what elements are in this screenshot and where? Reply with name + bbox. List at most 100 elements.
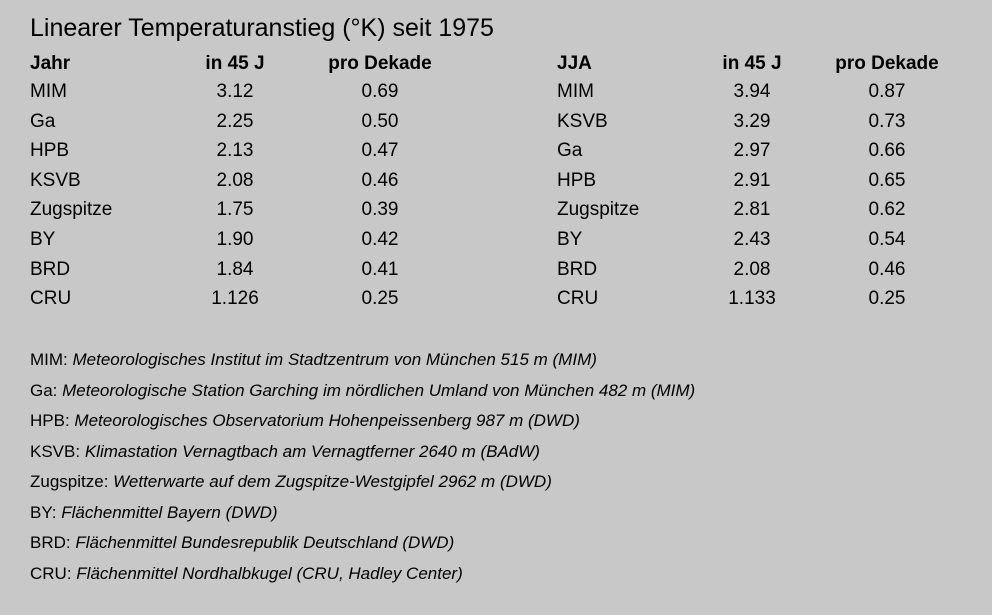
increase-per-decade: 0.46	[868, 258, 906, 280]
increase-45-years: 2.08	[216, 169, 254, 191]
increase-per-decade: 0.54	[868, 228, 906, 250]
station-name: BRD	[30, 258, 71, 280]
increase-45-years: 2.08	[733, 258, 771, 280]
column-header: pro Dekade	[328, 53, 432, 74]
station-name: HPB	[30, 140, 70, 162]
legend-key: BY:	[30, 502, 57, 522]
table-row: KSVB 2.08 0.46	[30, 166, 470, 196]
increase-45-years: 1.84	[216, 258, 254, 280]
station-name: CRU	[557, 288, 599, 310]
legend-description: Flächenmittel Nordhalbkugel (CRU, Hadley…	[76, 563, 463, 583]
legend-item: BY: Flächenmittel Bayern (DWD)	[30, 498, 970, 529]
increase-per-decade: 0.62	[868, 199, 906, 221]
increase-45-years: 2.43	[733, 228, 771, 250]
legend-description: Meteorologisches Institut im Stadtzentru…	[72, 350, 597, 369]
increase-per-decade: 0.25	[361, 288, 399, 310]
legend-item: MIM: Meteorologisches Institut im Stadtz…	[30, 345, 970, 376]
station-name: CRU	[30, 288, 72, 310]
increase-45-years: 2.97	[733, 140, 771, 162]
legend-key: BRD:	[30, 533, 71, 552]
table-row: Zugspitze 1.75 0.39	[30, 195, 470, 225]
table-row: Zugspitze 2.81 0.62	[557, 195, 977, 225]
increase-per-decade: 0.73	[868, 110, 906, 132]
column-header: in 45 J	[722, 53, 782, 74]
station-name: BY	[557, 228, 583, 250]
column-header: Jahr	[30, 53, 71, 74]
annual-table: Jahr in 45 J pro Dekade MIM 3.12 0.69 Ga 2.2…	[30, 50, 470, 314]
increase-45-years: 3.12	[216, 81, 254, 102]
legend-item: BRD: Flächenmittel Bundesrepublik Deutsc…	[30, 528, 970, 559]
station-name: KSVB	[30, 169, 81, 191]
increase-45-years: 2.13	[216, 140, 254, 162]
increase-per-decade: 0.42	[361, 228, 399, 250]
table-row: BRD 1.84 0.41	[30, 255, 470, 285]
table-header: JJA in 45 J pro Dekade	[557, 50, 977, 77]
column-header: JJA	[557, 53, 592, 74]
table-row: BRD 2.08 0.46	[557, 255, 977, 285]
legend-item: HPB: Meteorologisches Observatorium Hohe…	[30, 406, 970, 437]
legend-item: Zugspitze: Wetterwarte auf dem Zugspitze…	[30, 467, 970, 498]
increase-45-years: 2.91	[733, 169, 771, 191]
column-header: pro Dekade	[835, 53, 939, 74]
increase-per-decade: 0.50	[361, 110, 399, 132]
increase-per-decade: 0.47	[361, 140, 399, 162]
legend-key: Zugspitze:	[30, 472, 109, 491]
legend-key: Ga:	[30, 380, 58, 400]
table-row: MIM 3.12 0.69	[30, 77, 470, 107]
increase-per-decade: 0.66	[868, 140, 906, 162]
increase-45-years: 1.75	[216, 199, 254, 221]
legend-key: MIM:	[30, 350, 68, 369]
increase-per-decade: 0.25	[868, 288, 906, 310]
increase-45-years: 3.94	[733, 81, 771, 102]
table-row: BY 1.90 0.42	[30, 225, 470, 255]
legend-key: HPB:	[30, 411, 70, 430]
increase-per-decade: 0.39	[361, 199, 399, 221]
table-row: Ga 2.25 0.50	[30, 107, 470, 137]
legend-description: Meteorologische Station Garching im nörd…	[62, 380, 696, 400]
legend-description: Flächenmittel Bayern (DWD)	[61, 502, 278, 522]
increase-per-decade: 0.87	[868, 81, 906, 102]
legend-key: CRU:	[30, 563, 72, 583]
station-name: KSVB	[557, 110, 608, 132]
station-name: BRD	[557, 258, 598, 280]
legend-description: Wetterwarte auf dem Zugspitze-Westgipfel…	[113, 472, 552, 491]
station-name: Zugspitze	[557, 199, 640, 221]
increase-45-years: 1.126	[211, 288, 259, 310]
legend-item: CRU: Flächenmittel Nordhalbkugel (CRU, H…	[30, 559, 970, 590]
increase-per-decade: 0.65	[868, 169, 906, 191]
page-title: Linearer Temperaturanstieg (°K) seit 197…	[30, 14, 494, 42]
increase-45-years: 2.81	[733, 199, 771, 221]
table-row: CRU 1.133 0.25	[557, 284, 977, 314]
station-name: BY	[30, 228, 56, 250]
station-legend: MIM: Meteorologisches Institut im Stadtz…	[30, 345, 970, 589]
legend-description: Meteorologisches Observatorium Hohenpeis…	[74, 411, 580, 430]
table-row: CRU 1.126 0.25	[30, 284, 470, 314]
station-name: HPB	[557, 169, 597, 191]
station-name: Ga	[557, 140, 583, 162]
station-name: MIM	[557, 81, 594, 102]
increase-45-years: 1.90	[216, 228, 254, 250]
legend-item: KSVB: Klimastation Vernagtbach am Vernag…	[30, 437, 970, 468]
table-row: MIM 3.94 0.87	[557, 77, 977, 107]
table-header: Jahr in 45 J pro Dekade	[30, 50, 470, 77]
increase-per-decade: 0.46	[361, 169, 399, 191]
column-header: in 45 J	[205, 53, 265, 74]
increase-per-decade: 0.69	[361, 81, 399, 102]
increase-per-decade: 0.41	[361, 258, 399, 280]
table-row: HPB 2.91 0.65	[557, 166, 977, 196]
increase-45-years: 3.29	[733, 110, 771, 132]
legend-description: Flächenmittel Bundesrepublik Deutschland…	[75, 533, 455, 552]
increase-45-years: 1.133	[728, 288, 776, 310]
table-row: KSVB 3.29 0.73	[557, 107, 977, 137]
station-name: Zugspitze	[30, 199, 113, 221]
table-row: HPB 2.13 0.47	[30, 136, 470, 166]
station-name: MIM	[30, 81, 67, 102]
table-row: BY 2.43 0.54	[557, 225, 977, 255]
table-row: Ga 2.97 0.66	[557, 136, 977, 166]
increase-45-years: 2.25	[216, 110, 254, 132]
legend-description: Klimastation Vernagtbach am Vernagtferne…	[84, 441, 540, 461]
legend-key: KSVB:	[30, 441, 81, 461]
summer-table: JJA in 45 J pro Dekade MIM 3.94 0.87 KSVB 3.…	[557, 50, 977, 314]
legend-item: Ga: Meteorologische Station Garching im …	[30, 376, 970, 407]
station-name: Ga	[30, 110, 56, 132]
